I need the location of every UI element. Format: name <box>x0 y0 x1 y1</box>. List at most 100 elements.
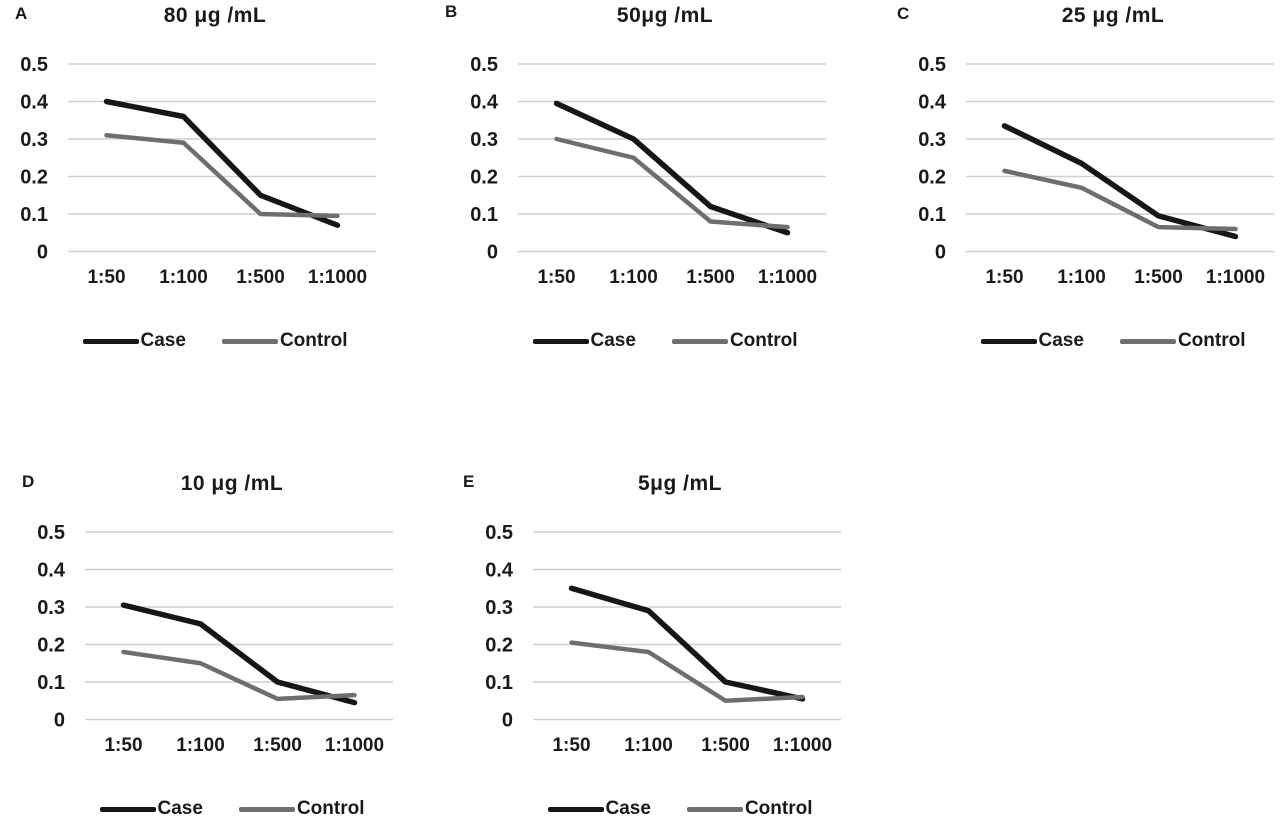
legend-item-case: Case <box>547 798 651 820</box>
x-axis-label: 1:100 <box>624 735 673 756</box>
control-line <box>1002 168 1238 232</box>
legend-label-control: Control <box>744 798 813 819</box>
legend-item-case: Case <box>82 330 186 352</box>
line-chart: 0.5 0.4 0.3 0.2 0.1 0 1:50 1:100 1:500 1:1000 <box>485 522 841 756</box>
x-axis-label: 1:500 <box>253 735 302 756</box>
chart-title: 25 μg /mL <box>1061 4 1165 27</box>
line-chart: 0.5 0.4 0.3 0.2 0.1 0 1:50 1:100 1:500 1:1000 <box>918 54 1274 288</box>
chart-title: 50μg /mL <box>616 4 714 27</box>
case-line-swatch <box>82 338 139 344</box>
legend-item-control: Control <box>671 330 798 352</box>
x-axis-label: 1:500 <box>686 267 735 288</box>
legend-label-case: Case <box>140 330 186 351</box>
y-tick-label: 0.4 <box>485 560 514 582</box>
x-axis-label: 1:50 <box>87 267 125 288</box>
case-line <box>568 585 806 702</box>
case-line <box>103 98 341 228</box>
y-tick-label: 0 <box>37 242 48 264</box>
y-tick-label: 0.1 <box>470 204 498 226</box>
control-line-swatch <box>1119 338 1176 344</box>
y-tick-label: 0.1 <box>485 672 513 694</box>
panel-letter: D <box>22 472 35 491</box>
y-tick-label: 0.3 <box>470 129 498 151</box>
legend-item-control: Control <box>686 798 813 820</box>
control-line <box>104 133 340 219</box>
y-tick-label: 0.4 <box>470 92 499 114</box>
y-tick-label: 0.2 <box>485 635 513 657</box>
y-tick-label: 0.3 <box>20 129 48 151</box>
chart-legend: Case Control <box>450 330 880 352</box>
control-line <box>554 136 790 230</box>
legend-label-case: Case <box>590 330 636 351</box>
y-tick-label: 0.5 <box>918 54 946 76</box>
y-tick-label: 0.2 <box>37 635 65 657</box>
panel-letter: C <box>897 4 910 23</box>
panel-letter: B <box>445 2 458 21</box>
x-axis-label: 1:100 <box>159 267 208 288</box>
case-line-swatch <box>99 806 156 812</box>
chart-title: 10 μg /mL <box>180 472 284 495</box>
case-line-swatch <box>547 806 604 812</box>
y-tick-label: 0.3 <box>485 597 513 619</box>
chart-title: 5μg /mL <box>637 472 723 495</box>
y-tick-label: 0.5 <box>485 522 513 544</box>
y-tick-label: 0.1 <box>918 204 946 226</box>
control-line-swatch <box>221 338 278 344</box>
case-line <box>553 100 791 236</box>
x-axis-label: 1:50 <box>552 735 590 756</box>
x-axis-label: 1:50 <box>985 267 1023 288</box>
chart-legend: Case Control <box>465 798 895 820</box>
legend-label-control: Control <box>296 798 365 819</box>
x-axis-label: 1:1000 <box>773 735 832 756</box>
y-tick-label: 0.3 <box>37 597 65 619</box>
case-line-swatch <box>980 338 1037 344</box>
x-axis-label: 1:100 <box>1057 267 1106 288</box>
y-tick-label: 0.2 <box>918 167 946 189</box>
legend-item-case: Case <box>980 330 1084 352</box>
legend-item-control: Control <box>221 330 347 352</box>
x-axis-label: 1:50 <box>537 267 575 288</box>
y-tick-label: 0.1 <box>20 204 48 226</box>
y-tick-label: 0.4 <box>20 92 49 114</box>
y-tick-label: 0 <box>935 242 946 264</box>
legend-label-case: Case <box>605 798 651 819</box>
case-line-swatch <box>532 338 589 344</box>
x-axis-label: 1:500 <box>701 735 750 756</box>
panel-letter: E <box>463 472 475 491</box>
control-line-swatch <box>686 806 743 812</box>
control-line-swatch <box>671 338 728 344</box>
control-line-swatch <box>238 806 295 812</box>
y-tick-label: 0.5 <box>20 54 48 76</box>
line-chart: 0.5 0.4 0.3 0.2 0.1 0 1:50 1:100 1:500 1:1000 <box>20 54 376 288</box>
y-tick-label: 0.2 <box>20 167 48 189</box>
chart-panel: C 25 μg /mL 0.5 0.4 0.3 0.2 0.1 0 1:50 1:100 1:5… <box>897 0 1280 352</box>
y-tick-label: 0 <box>502 710 513 732</box>
panel-letter: A <box>15 4 28 23</box>
line-chart: 0.5 0.4 0.3 0.2 0.1 0 1:50 1:100 1:500 1:1000 <box>37 522 393 756</box>
y-tick-label: 0.3 <box>918 129 946 151</box>
y-tick-label: 0 <box>54 710 65 732</box>
legend-label-control: Control <box>729 330 798 351</box>
x-axis-label: 1:100 <box>176 735 225 756</box>
legend-item-control: Control <box>238 798 365 820</box>
chart-title: 80 μg /mL <box>163 4 267 27</box>
chart-panel: D 10 μg /mL 0.5 0.4 0.3 0.2 0.1 0 1:50 1:100 1:5… <box>17 468 447 820</box>
chart-panel: B 50μg /mL 0.5 0.4 0.3 0.2 0.1 0 1:50 1:100 1:50… <box>445 0 880 352</box>
legend-label-case: Case <box>1038 330 1084 351</box>
x-axis-label: 1:500 <box>236 267 285 288</box>
y-tick-label: 0.5 <box>470 54 498 76</box>
y-tick-label: 0.4 <box>918 92 947 114</box>
case-line <box>1001 123 1239 240</box>
x-axis-label: 1:1000 <box>308 267 367 288</box>
chart-legend: Case Control <box>0 330 430 352</box>
legend-label-case: Case <box>157 798 203 819</box>
x-axis-label: 1:500 <box>1134 267 1183 288</box>
legend-item-case: Case <box>532 330 636 352</box>
legend-item-case: Case <box>99 798 203 820</box>
x-axis-label: 1:100 <box>609 267 658 288</box>
y-tick-label: 0 <box>487 242 498 264</box>
x-axis-label: 1:50 <box>104 735 142 756</box>
case-line <box>120 602 358 706</box>
line-chart: 0.5 0.4 0.3 0.2 0.1 0 1:50 1:100 1:500 1:1000 <box>470 54 826 288</box>
